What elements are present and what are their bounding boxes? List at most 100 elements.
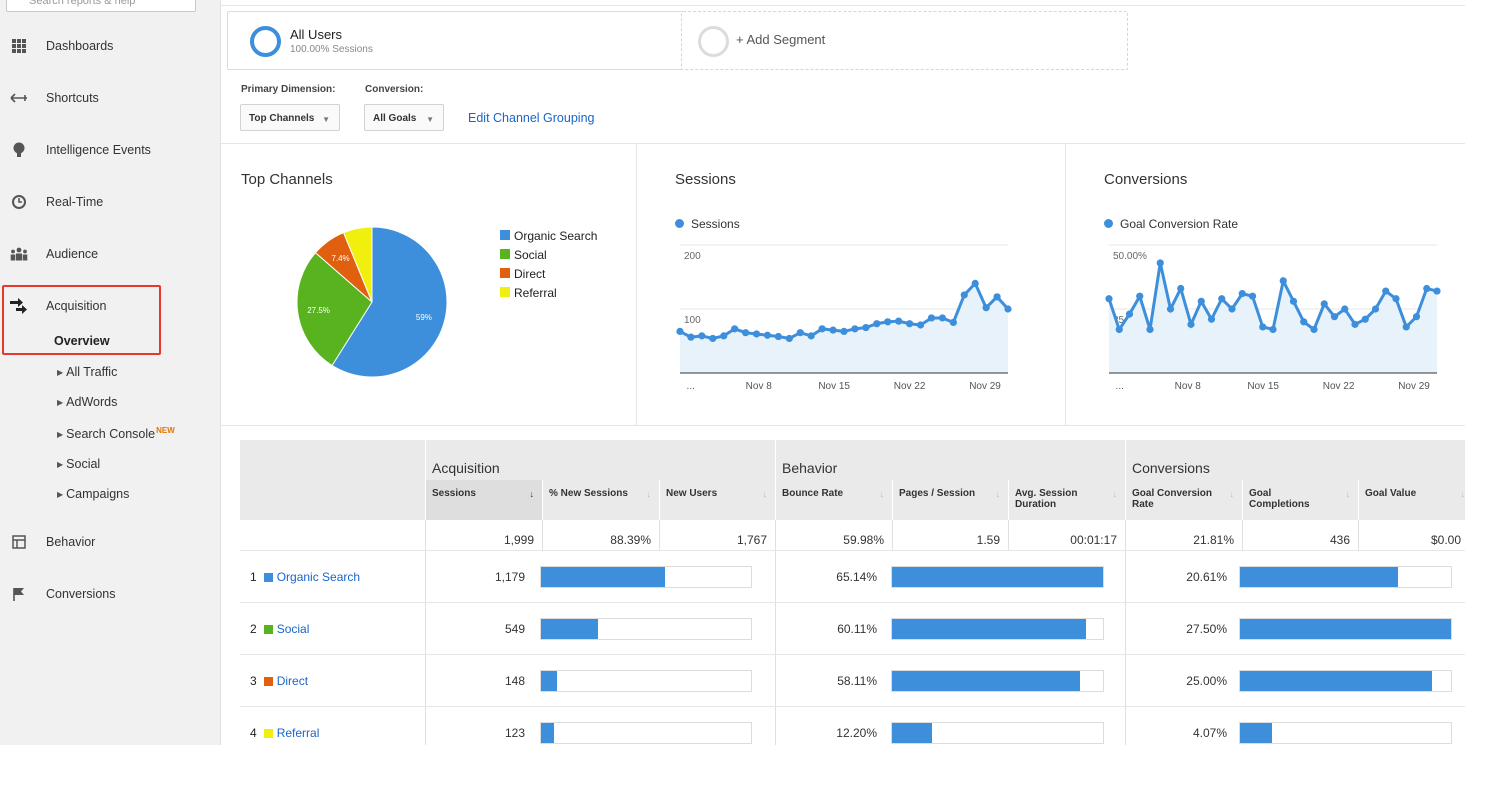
data-point[interactable] (1402, 323, 1410, 331)
data-point[interactable] (1300, 318, 1308, 326)
channel-link[interactable]: Organic Search (276, 570, 361, 584)
data-point[interactable] (1115, 325, 1123, 334)
column-header-goal-conversion-rate[interactable]: Goal Conversion Rate ↓ (1125, 480, 1242, 520)
segment-all-users[interactable]: All Users 100.00% Sessions (227, 11, 700, 70)
sidebar-subitem-campaigns[interactable]: ▶ Campaigns (57, 487, 129, 501)
data-point[interactable] (1004, 305, 1012, 313)
data-point[interactable] (1351, 320, 1359, 328)
data-point[interactable] (720, 332, 728, 340)
data-point[interactable] (709, 334, 717, 343)
search-input[interactable]: Search reports & help (6, 0, 196, 12)
data-point[interactable] (807, 332, 815, 340)
data-point[interactable] (698, 332, 706, 340)
data-point[interactable] (1166, 305, 1175, 313)
data-point[interactable] (1341, 305, 1349, 313)
column-header-goal-completions[interactable]: Goal Completions ↓ (1242, 480, 1358, 520)
data-point[interactable] (752, 330, 761, 338)
data-point[interactable] (1146, 325, 1154, 334)
conversion-dropdown[interactable]: All Goals ▼ (364, 104, 444, 131)
data-point[interactable] (1412, 313, 1421, 321)
sidebar-subitem-all-traffic[interactable]: ▶ All Traffic (57, 365, 117, 379)
data-point[interactable] (1423, 284, 1431, 293)
data-point[interactable] (731, 325, 739, 333)
data-point[interactable] (676, 327, 684, 335)
data-point[interactable] (1361, 315, 1369, 323)
column-header-goal-value[interactable]: Goal Value ↓ (1358, 480, 1465, 520)
data-point[interactable] (1371, 305, 1380, 313)
primary-dimension-dropdown[interactable]: Top Channels ▼ (240, 104, 340, 131)
sidebar-item-real-time[interactable]: Real-Time (0, 187, 221, 217)
sidebar-item-audience[interactable]: Audience (0, 239, 221, 269)
data-point[interactable] (1187, 320, 1195, 328)
data-point[interactable] (949, 318, 957, 327)
pie-slice-social[interactable] (296, 252, 373, 367)
data-point[interactable] (862, 323, 870, 332)
data-point[interactable] (1136, 292, 1144, 300)
data-point[interactable] (796, 329, 804, 337)
data-point[interactable] (1218, 295, 1226, 303)
channel-link[interactable]: Referral (276, 726, 320, 740)
data-point[interactable] (1279, 277, 1287, 285)
data-point[interactable] (993, 293, 1001, 301)
data-point[interactable] (927, 314, 936, 322)
column-header-new-users[interactable]: New Users ↓ (659, 480, 775, 520)
data-point[interactable] (1197, 297, 1205, 305)
data-point[interactable] (840, 327, 848, 335)
data-point[interactable] (1207, 315, 1216, 323)
data-point[interactable] (960, 291, 968, 299)
sidebar-subitem-search-console[interactable]: ▶ Search ConsoleNEW (57, 426, 175, 441)
sidebar-item-overview[interactable]: Overview (54, 334, 110, 348)
data-point[interactable] (1248, 292, 1257, 300)
data-point[interactable] (938, 314, 946, 322)
column-header-new-sessions[interactable]: % New Sessions ↓ (542, 480, 659, 520)
sidebar-item-intelligence-events[interactable]: Intelligence Events (0, 135, 221, 165)
data-point[interactable] (873, 320, 881, 328)
data-point[interactable] (829, 326, 837, 334)
sidebar-item-shortcuts[interactable]: Shortcuts (0, 83, 221, 113)
data-point[interactable] (1310, 325, 1318, 334)
data-point[interactable] (1259, 323, 1267, 331)
data-point[interactable] (895, 317, 903, 325)
sidebar-item-dashboards[interactable]: Dashboards (0, 31, 221, 61)
sidebar-item-behavior[interactable]: Behavior (0, 527, 221, 557)
data-point[interactable] (687, 333, 695, 341)
data-point[interactable] (906, 320, 914, 328)
channel-link[interactable]: Direct (276, 674, 309, 688)
column-header-avg-session-duration[interactable]: Avg. Session Duration ↓ (1008, 480, 1125, 520)
data-point[interactable] (785, 334, 793, 343)
data-point[interactable] (971, 279, 979, 287)
column-header-sessions[interactable]: Sessions ↓ (425, 480, 542, 520)
data-point[interactable] (763, 331, 772, 339)
data-point[interactable] (851, 325, 859, 333)
data-point[interactable] (1228, 305, 1236, 313)
column-header-bounce-rate[interactable]: Bounce Rate ↓ (775, 480, 892, 520)
data-point[interactable] (1330, 313, 1339, 321)
data-point[interactable] (1177, 284, 1185, 293)
sidebar-item-conversions[interactable]: Conversions (0, 579, 221, 609)
data-point[interactable] (1433, 287, 1441, 295)
data-point[interactable] (1238, 290, 1246, 298)
column-header-pages-session[interactable]: Pages / Session ↓ (892, 480, 1008, 520)
data-point[interactable] (1289, 297, 1298, 305)
sidebar-subitem-social[interactable]: ▶ Social (57, 457, 100, 471)
edit-channel-grouping-link[interactable]: Edit Channel Grouping (468, 111, 595, 125)
data-point[interactable] (774, 332, 782, 341)
sidebar-subitem-adwords[interactable]: ▶ AdWords (57, 395, 117, 409)
data-point[interactable] (916, 321, 925, 329)
data-point[interactable] (982, 304, 990, 312)
data-point[interactable] (742, 329, 750, 337)
channel-link[interactable]: Social (276, 622, 310, 636)
data-point[interactable] (1269, 325, 1277, 334)
add-segment-button[interactable]: + Add Segment (681, 11, 1128, 70)
data-point[interactable] (818, 325, 826, 333)
pie-slice-organic-search[interactable] (331, 226, 448, 378)
pie-slice-referral[interactable] (342, 226, 373, 303)
data-point[interactable] (1320, 300, 1328, 308)
data-point[interactable] (1105, 295, 1113, 303)
data-point[interactable] (884, 318, 892, 326)
data-point[interactable] (1156, 259, 1164, 267)
data-point[interactable] (1392, 295, 1400, 303)
data-point[interactable] (1382, 287, 1390, 295)
data-point[interactable] (1125, 310, 1134, 318)
sidebar-item-acquisition[interactable]: Acquisition (0, 291, 221, 321)
